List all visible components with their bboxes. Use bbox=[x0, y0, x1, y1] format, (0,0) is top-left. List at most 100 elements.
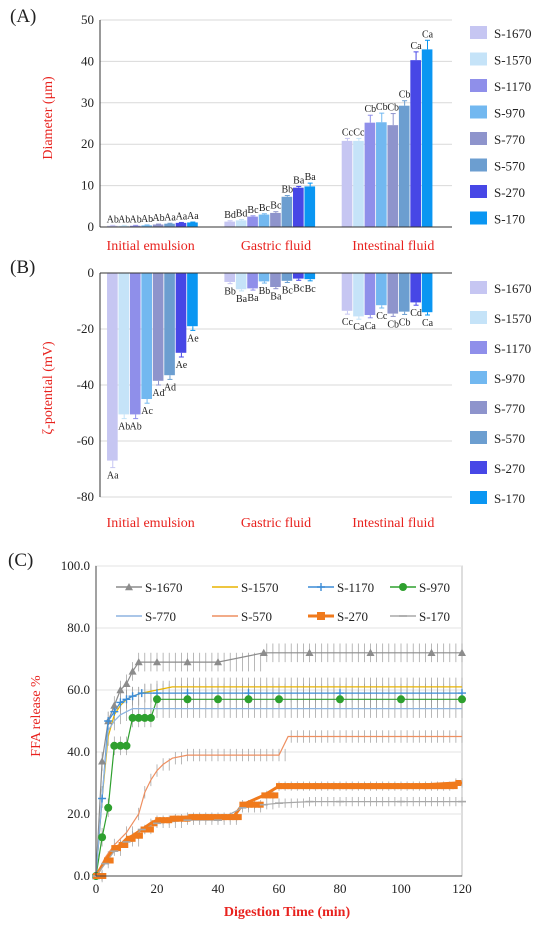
significance-letter: Cc bbox=[342, 317, 354, 328]
legend-swatch bbox=[470, 158, 487, 172]
series-marker bbox=[404, 783, 411, 790]
series-marker bbox=[169, 815, 176, 822]
y-tick-label: 0 bbox=[88, 219, 95, 234]
significance-letter: Cd bbox=[410, 308, 422, 319]
series-marker bbox=[199, 814, 206, 821]
series-marker bbox=[334, 783, 341, 790]
significance-letter: Ca bbox=[353, 322, 365, 333]
series-marker bbox=[283, 783, 290, 790]
series-marker bbox=[246, 801, 253, 808]
bar-s-1570 bbox=[353, 273, 364, 317]
series-marker bbox=[378, 783, 385, 790]
series-marker bbox=[433, 783, 440, 790]
series-marker bbox=[235, 814, 242, 821]
group-label: Intestinal fluid bbox=[352, 516, 434, 531]
legend-swatch bbox=[470, 341, 487, 354]
legend-swatch bbox=[470, 132, 487, 145]
series-marker bbox=[385, 783, 392, 790]
series-marker bbox=[146, 713, 155, 722]
panel-c-axes bbox=[95, 566, 462, 877]
legend-entry: S-770 bbox=[494, 132, 525, 147]
y-tick-label: -80 bbox=[77, 489, 94, 504]
y-tick-label: 40.0 bbox=[67, 744, 90, 759]
significance-letter: Ab bbox=[130, 422, 142, 433]
series-marker bbox=[232, 814, 239, 821]
series-marker bbox=[184, 815, 191, 822]
significance-letter: Ab bbox=[118, 214, 130, 225]
series-marker bbox=[345, 783, 352, 790]
legend-entry: S-970 bbox=[494, 371, 525, 386]
group-label: Intestinal fluid bbox=[352, 239, 434, 254]
series-marker bbox=[367, 783, 374, 790]
significance-letter: Bc bbox=[247, 205, 259, 216]
significance-letter: Ca bbox=[422, 29, 434, 40]
bar-s-170 bbox=[421, 49, 433, 228]
panel-c-y-axis-title: FFA release % bbox=[29, 675, 44, 757]
series-marker bbox=[243, 801, 250, 808]
bar-s-570 bbox=[398, 105, 410, 227]
bar-s-1170 bbox=[129, 225, 141, 227]
bar-s-1170 bbox=[364, 273, 376, 315]
series-marker bbox=[422, 783, 429, 790]
legend-entry: S-170 bbox=[419, 609, 450, 624]
bar-s-770 bbox=[270, 212, 281, 227]
series-marker bbox=[122, 695, 131, 704]
significance-letter: Ac bbox=[141, 406, 153, 417]
panel-a-error-bars bbox=[110, 39, 431, 226]
series-marker bbox=[305, 783, 312, 790]
panel-b-group-labels: Initial emulsion Gastric fluid Intestinal … bbox=[107, 516, 435, 531]
bar-s-1670 bbox=[224, 221, 236, 227]
bar-s-770 bbox=[387, 273, 399, 314]
series-line-s-1670 bbox=[95, 652, 462, 877]
bar-s-170 bbox=[421, 273, 433, 313]
significance-letter: Aa bbox=[187, 211, 199, 222]
series-marker bbox=[111, 845, 118, 852]
series-marker bbox=[301, 783, 308, 790]
x-tick-label: 0 bbox=[93, 881, 100, 896]
series-marker bbox=[312, 783, 319, 790]
significance-letter: Ba bbox=[236, 294, 248, 305]
y-tick-label: 80.0 bbox=[67, 620, 90, 635]
significance-letter: Bb bbox=[224, 287, 236, 298]
bar-s-1170 bbox=[247, 273, 258, 289]
legend-marker bbox=[317, 583, 325, 591]
series-marker bbox=[180, 815, 187, 822]
legend-entry: S-1570 bbox=[494, 311, 532, 326]
series-marker bbox=[265, 792, 272, 799]
legend-swatch bbox=[470, 26, 487, 39]
bar-s-170 bbox=[304, 186, 316, 227]
significance-letter: Ab bbox=[130, 214, 142, 225]
series-marker bbox=[107, 857, 114, 864]
series-marker bbox=[153, 658, 161, 666]
series-marker bbox=[448, 783, 455, 790]
series-marker bbox=[183, 695, 192, 704]
series-marker bbox=[202, 814, 209, 821]
series-marker bbox=[458, 695, 466, 704]
legend-entry: S-1670 bbox=[494, 281, 532, 296]
series-marker bbox=[213, 814, 220, 821]
series-marker bbox=[411, 783, 418, 790]
series-marker bbox=[458, 648, 466, 656]
series-line-s-170 bbox=[95, 801, 462, 877]
series-marker bbox=[341, 783, 348, 790]
series-marker bbox=[338, 783, 345, 790]
series-marker bbox=[155, 817, 162, 824]
legend-marker bbox=[125, 583, 133, 591]
series-marker bbox=[188, 814, 195, 821]
series-marker bbox=[261, 792, 268, 799]
series-marker bbox=[393, 783, 400, 790]
bar-s-970 bbox=[258, 273, 270, 282]
significance-letter: Cb bbox=[387, 319, 399, 330]
y-tick-label: 0.0 bbox=[74, 868, 90, 883]
series-marker bbox=[98, 833, 107, 842]
series-marker bbox=[144, 826, 151, 833]
significance-letter: Cb bbox=[376, 102, 388, 113]
series-marker bbox=[103, 857, 110, 864]
significance-letter: Ca bbox=[411, 41, 423, 52]
bar-s-1570 bbox=[353, 140, 364, 227]
series-marker bbox=[162, 817, 169, 824]
bar-s-1170 bbox=[364, 122, 376, 227]
legend-swatch bbox=[470, 311, 487, 324]
panel-a-y-tick-labels: 0 10 20 30 40 50 bbox=[81, 12, 94, 234]
bar-s-770 bbox=[152, 273, 164, 381]
